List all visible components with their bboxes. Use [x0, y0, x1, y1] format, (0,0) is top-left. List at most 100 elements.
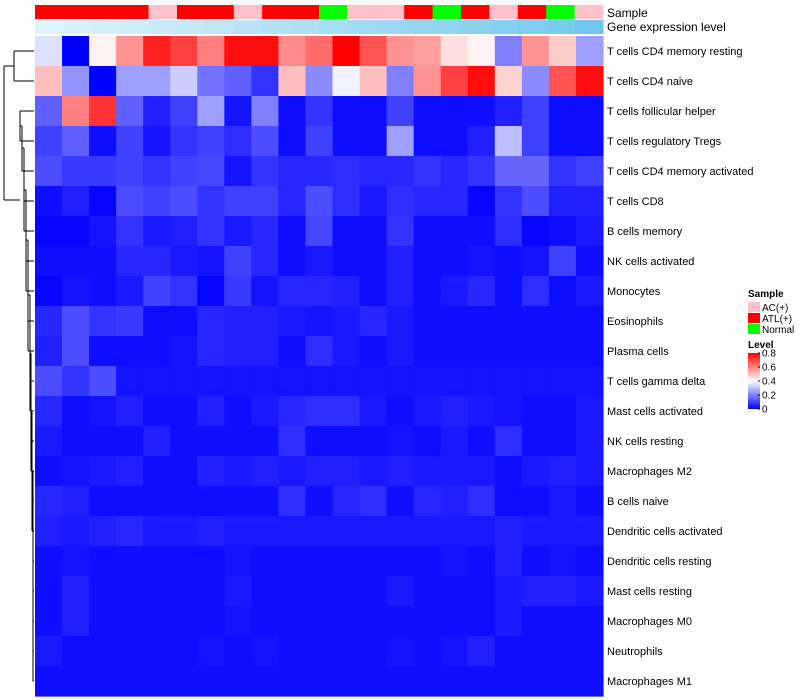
sample-annotation-cell: [489, 5, 519, 19]
row-label: Macrophages M1: [607, 676, 692, 688]
heatmap-cell: [116, 546, 144, 577]
heatmap-cell: [332, 96, 361, 127]
heatmap-cell: [116, 126, 144, 157]
row-label: Mast cells resting: [607, 586, 692, 598]
heatmap-cell: [521, 246, 550, 277]
heatmap-cell: [305, 156, 334, 187]
heatmap-cell: [521, 576, 550, 607]
heatmap-cell: [305, 366, 334, 397]
heatmap-cell: [332, 276, 361, 307]
heatmap-cell: [440, 576, 469, 607]
heatmap-cell: [467, 666, 496, 697]
heatmap-cell: [143, 366, 171, 397]
heatmap-cell: [170, 576, 198, 607]
heatmap-cell: [305, 576, 334, 607]
heatmap-cell: [332, 126, 361, 157]
heatmap-cell: [521, 66, 550, 97]
gene-annotation-cell: [233, 20, 263, 34]
heatmap-cell: [467, 186, 496, 217]
heatmap-cell: [359, 516, 388, 547]
heatmap-cell: [332, 576, 361, 607]
gene-annotation-cell: [347, 20, 377, 34]
heatmap-cell: [332, 66, 361, 97]
heatmap-cell: [575, 456, 604, 487]
heatmap-cell: [494, 66, 523, 97]
heatmap-cell: [494, 516, 523, 547]
legend-level-colorbar: [748, 353, 760, 409]
gene-annotation-cell: [91, 20, 121, 34]
sample-annotation-cell: [404, 5, 434, 19]
heatmap-cell: [170, 396, 198, 427]
heatmap-cell: [467, 156, 496, 187]
heatmap-cell: [170, 126, 198, 157]
heatmap-cell: [62, 186, 90, 217]
heatmap-cell: [251, 276, 280, 307]
heatmap-cell: [89, 96, 117, 127]
heatmap-cell: [575, 636, 604, 667]
heatmap-cell: [251, 516, 280, 547]
heatmap-cell: [170, 666, 198, 697]
heatmap-cell: [575, 66, 604, 97]
heatmap-cell: [170, 546, 198, 577]
heatmap-cell: [170, 426, 198, 457]
heatmap-cell: [143, 456, 171, 487]
heatmap-cell: [413, 336, 442, 367]
heatmap-cell: [494, 246, 523, 277]
heatmap-cell: [224, 306, 252, 337]
heatmap-cell: [89, 366, 117, 397]
heatmap-cell: [521, 666, 550, 697]
gene-annotation-cell: [148, 20, 178, 34]
heatmap-cell: [89, 246, 117, 277]
heatmap-cell: [494, 306, 523, 337]
row-label: B cells naive: [607, 496, 669, 508]
heatmap-cell: [278, 486, 307, 517]
heatmap-cell: [332, 666, 361, 697]
sample-annotation-cell: [546, 5, 576, 19]
heatmap-cell: [494, 576, 523, 607]
heatmap-cell: [548, 426, 577, 457]
heatmap-cell: [521, 336, 550, 367]
heatmap-cell: [548, 456, 577, 487]
heatmap-cell: [521, 156, 550, 187]
heatmap-cell: [386, 246, 415, 277]
heatmap-cell: [413, 36, 442, 67]
heatmap-cell: [143, 396, 171, 427]
heatmap-cell: [494, 606, 523, 637]
heatmap-cell: [251, 96, 280, 127]
gene-annotation-label: Gene expression level: [607, 20, 726, 34]
heatmap-cell: [251, 66, 280, 97]
heatmap-cell: [359, 366, 388, 397]
heatmap-cell: [494, 546, 523, 577]
heatmap-cell: [89, 216, 117, 247]
heatmap-cell: [170, 516, 198, 547]
heatmap-cell: [440, 156, 469, 187]
heatmap-cell: [332, 186, 361, 217]
heatmap-cell: [35, 456, 63, 487]
legend: Sample AC(+)ATL(+)Normal Level 0.8 0.6 0.4…: [748, 289, 794, 416]
heatmap-cell: [440, 186, 469, 217]
sample-annotation-cell: [148, 5, 178, 19]
heatmap-cell: [35, 186, 63, 217]
heatmap-cell: [440, 546, 469, 577]
heatmap-cell: [386, 66, 415, 97]
heatmap-cell: [278, 126, 307, 157]
heatmap-cell: [548, 396, 577, 427]
row-label: T cells regulatory Tregs: [607, 136, 722, 148]
heatmap-cell: [278, 216, 307, 247]
heatmap-cell: [386, 426, 415, 457]
heatmap-cell: [143, 276, 171, 307]
heatmap-cell: [116, 336, 144, 367]
heatmap-cell: [467, 306, 496, 337]
heatmap-cell: [359, 306, 388, 337]
heatmap-cell: [278, 546, 307, 577]
heatmap-cell: [386, 456, 415, 487]
sample-annotation-bar: [35, 5, 604, 19]
heatmap-cell: [224, 216, 252, 247]
heatmap-cell: [305, 606, 334, 637]
heatmap-cell: [116, 276, 144, 307]
heatmap-cell: [116, 426, 144, 457]
heatmap-cell: [35, 276, 63, 307]
heatmap-cell: [224, 36, 252, 67]
heatmap-cell: [548, 666, 577, 697]
heatmap-cell: [251, 456, 280, 487]
